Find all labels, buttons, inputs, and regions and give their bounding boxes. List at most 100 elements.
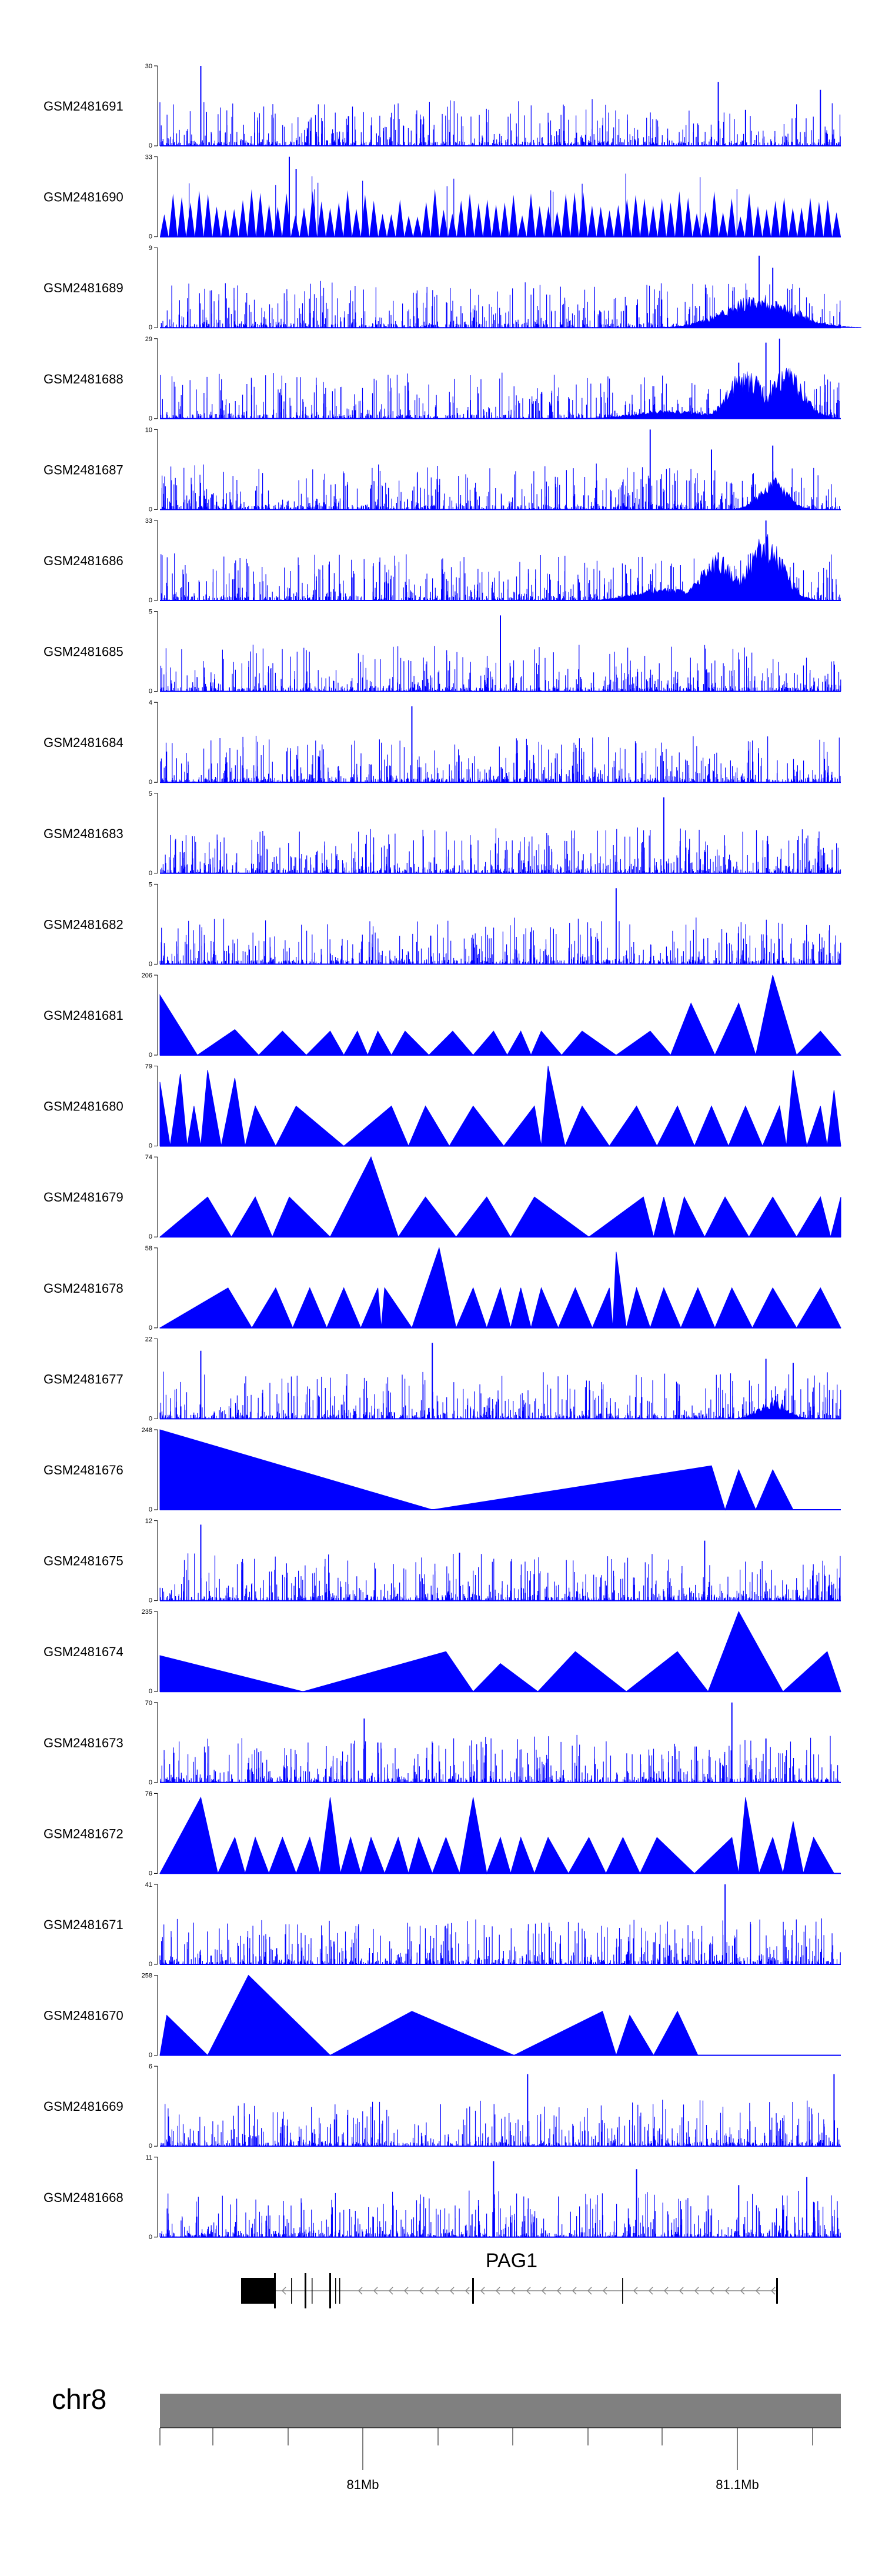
track-GSM2481674: GSM2481674 235 0 xyxy=(44,1609,841,1695)
signal-bars xyxy=(160,827,841,873)
track-label: GSM2481691 xyxy=(44,99,123,114)
signal-bars xyxy=(159,1372,841,1419)
track-label: GSM2481682 xyxy=(44,917,123,932)
track-label: GSM2481686 xyxy=(44,553,123,568)
gene-exon xyxy=(472,2278,474,2304)
signal-area xyxy=(159,1429,794,1511)
strand-arrow-icon xyxy=(510,2287,516,2295)
signal-area xyxy=(159,975,842,1056)
y-max-label: 235 xyxy=(142,1609,152,1616)
y-max-label: 6 xyxy=(149,2063,152,2070)
track-GSM2481680: GSM2481680 79 0 xyxy=(44,1063,841,1150)
y-max-label: 4 xyxy=(149,699,152,706)
y-min-label: 0 xyxy=(149,870,152,877)
strand-arrow-icon xyxy=(388,2287,393,2295)
gene-exon xyxy=(274,2273,276,2308)
y-max-label: 30 xyxy=(145,63,152,70)
strand-arrow-icon xyxy=(770,2287,776,2295)
y-max-label: 22 xyxy=(145,1336,152,1343)
y-max-label: 33 xyxy=(145,154,152,161)
strand-arrow-icon xyxy=(526,2287,531,2295)
y-min-label: 0 xyxy=(149,142,152,149)
track-GSM2481685: GSM2481685 5 0 xyxy=(44,609,841,695)
y-max-label: 206 xyxy=(142,972,152,979)
track-label: GSM2481684 xyxy=(44,735,123,750)
y-max-label: 58 xyxy=(145,1245,152,1252)
signal-bars xyxy=(160,645,841,692)
strand-arrow-icon xyxy=(403,2287,409,2295)
track-GSM2481668: GSM2481668 11 0 xyxy=(44,2154,841,2241)
track-label: GSM2481676 xyxy=(44,1463,123,1477)
signal-bars xyxy=(159,1553,841,1601)
y-max-label: 79 xyxy=(145,1063,152,1070)
track-GSM2481682: GSM2481682 5 0 xyxy=(44,881,841,967)
gene-exon xyxy=(312,2278,313,2304)
y-min-label: 0 xyxy=(149,960,152,967)
signal-bump xyxy=(735,368,838,419)
track-label: GSM2481678 xyxy=(44,1281,123,1296)
track-label: GSM2481680 xyxy=(44,1099,123,1114)
axis-tick-label: 81.1Mb xyxy=(716,2477,759,2492)
strand-arrow-icon xyxy=(633,2287,638,2295)
chromosome-label: chr8 xyxy=(52,2384,106,2415)
track-GSM2481691: GSM2481691 30 0 xyxy=(44,63,841,149)
track-GSM2481683: GSM2481683 5 0 xyxy=(44,790,841,877)
strand-arrow-icon xyxy=(572,2287,577,2295)
strand-arrow-icon xyxy=(449,2287,455,2295)
track-label: GSM2481670 xyxy=(44,2008,123,2023)
strand-arrow-icon xyxy=(755,2287,760,2295)
strand-arrow-icon xyxy=(541,2287,546,2295)
signal-bump xyxy=(731,1399,814,1419)
strand-arrow-icon xyxy=(358,2287,363,2295)
track-label: GSM2481688 xyxy=(44,372,123,386)
track-GSM2481677: GSM2481677 22 0 xyxy=(44,1336,841,1422)
signal-bars xyxy=(159,99,841,146)
y-min-label: 0 xyxy=(149,1961,152,1968)
y-max-label: 248 xyxy=(142,1427,152,1434)
strand-arrow-icon xyxy=(709,2287,714,2295)
chromosome-bar xyxy=(160,2394,841,2428)
y-max-label: 9 xyxy=(149,245,152,252)
track-GSM2481679: GSM2481679 74 0 xyxy=(44,1154,841,1240)
strand-arrow-icon xyxy=(694,2287,699,2295)
track-GSM2481671: GSM2481671 41 0 xyxy=(44,1881,841,1968)
strand-arrow-icon xyxy=(465,2287,470,2295)
signal-bars xyxy=(161,2100,840,2147)
genomic-axis: 81Mb 81.1Mb xyxy=(159,2427,841,2492)
signal-area xyxy=(159,1974,699,2057)
y-max-label: 74 xyxy=(145,1154,152,1161)
y-max-label: 5 xyxy=(149,609,152,616)
track-GSM2481678: GSM2481678 58 0 xyxy=(44,1245,841,1332)
track-GSM2481676: GSM2481676 248 0 xyxy=(44,1427,841,1513)
gene-exon xyxy=(339,2278,340,2304)
strand-arrow-icon xyxy=(587,2287,592,2295)
strand-arrow-icon xyxy=(602,2287,607,2295)
y-min-label: 0 xyxy=(149,415,152,422)
y-min-label: 0 xyxy=(149,2143,152,2150)
y-max-label: 33 xyxy=(145,518,152,525)
track-label: GSM2481669 xyxy=(44,2099,123,2114)
gene-exon xyxy=(776,2278,778,2304)
signal-bars xyxy=(159,2190,841,2237)
track-label: GSM2481671 xyxy=(44,1917,123,1932)
signal-bump xyxy=(582,587,746,601)
track-label: GSM2481683 xyxy=(44,826,123,841)
gene-exon xyxy=(291,2278,292,2304)
y-max-label: 12 xyxy=(145,1518,152,1525)
track-label: GSM2481679 xyxy=(44,1190,123,1204)
y-min-label: 0 xyxy=(149,688,152,695)
track-GSM2481690: GSM2481690 33 0 xyxy=(44,154,841,241)
signal-area xyxy=(159,1246,841,1329)
track-label: GSM2481674 xyxy=(44,1644,123,1659)
y-max-label: 258 xyxy=(142,1973,152,1980)
track-GSM2481675: GSM2481675 12 0 xyxy=(44,1518,841,1604)
track-GSM2481687: GSM2481687 10 0 xyxy=(44,426,841,513)
y-min-label: 0 xyxy=(149,324,152,331)
gene-label-pag1: PAG1 xyxy=(486,2250,537,2272)
y-min-label: 0 xyxy=(149,2052,152,2059)
signal-bump xyxy=(568,409,773,419)
track-label: GSM2481668 xyxy=(44,2190,123,2205)
y-min-label: 0 xyxy=(149,597,152,604)
y-min-label: 0 xyxy=(149,1324,152,1332)
track-label: GSM2481689 xyxy=(44,281,123,295)
